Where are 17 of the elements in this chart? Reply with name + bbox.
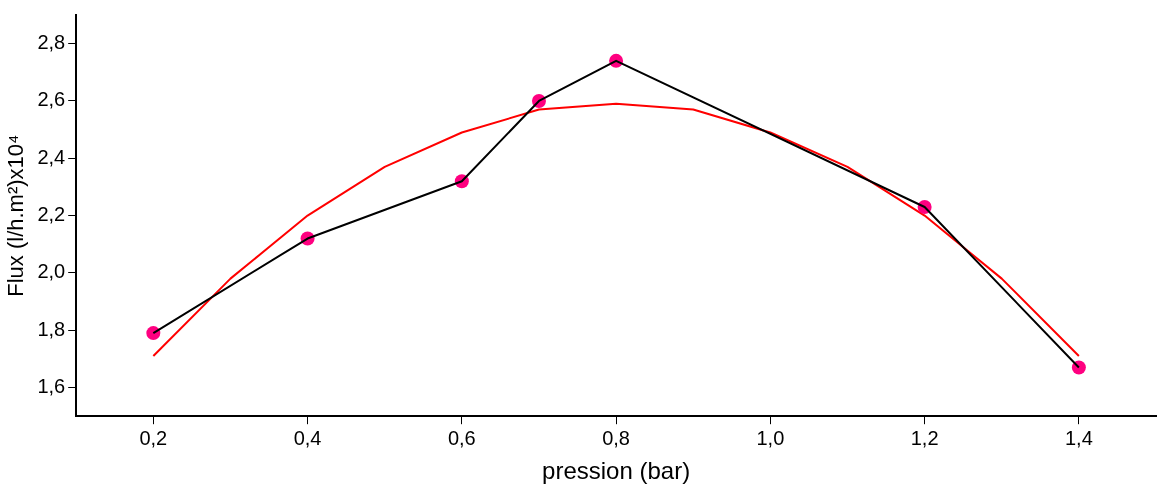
y-tick-label: 2,4	[37, 145, 66, 168]
x-tick-label: 0,6	[447, 426, 476, 449]
x-axis-title: pression (bar)	[542, 457, 691, 485]
y-tick-label: 2,8	[37, 31, 66, 54]
x-tick-label: 1,4	[1064, 426, 1093, 449]
x-tick-label: 0,8	[602, 426, 631, 449]
y-tick-label: 1,8	[37, 317, 66, 340]
x-tick-label: 1,0	[756, 426, 785, 449]
y-tick-label: 1,6	[37, 375, 66, 398]
y-tick-label: 2,0	[37, 260, 66, 283]
x-tick-label: 1,2	[910, 426, 939, 449]
y-tick-label: 2,2	[37, 203, 66, 226]
y-tick-label: 2,6	[37, 88, 66, 111]
y-axis-title: Flux (l/h.m²)x10⁴	[3, 134, 29, 297]
x-tick-label: 0,4	[293, 426, 322, 449]
point	[146, 326, 161, 341]
x-tick-label: 0,2	[139, 426, 168, 449]
